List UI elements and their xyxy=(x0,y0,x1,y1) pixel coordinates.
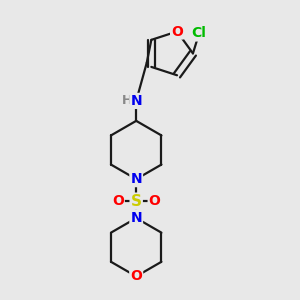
Text: N: N xyxy=(130,172,142,186)
Text: N: N xyxy=(130,94,142,108)
Text: H: H xyxy=(122,94,132,107)
Text: O: O xyxy=(130,269,142,284)
Text: O: O xyxy=(112,194,124,208)
Text: S: S xyxy=(131,194,142,209)
Text: Cl: Cl xyxy=(192,26,206,40)
Text: O: O xyxy=(149,194,161,208)
Text: N: N xyxy=(130,211,142,225)
Text: O: O xyxy=(171,25,183,38)
